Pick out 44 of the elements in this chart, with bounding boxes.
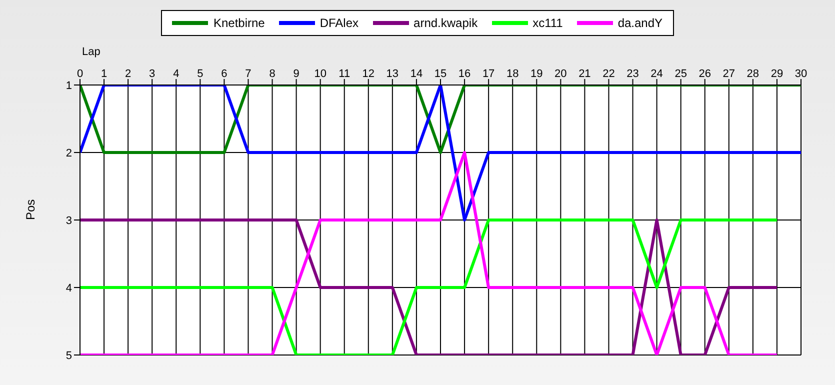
x-tick-label: 25 [674,68,687,80]
x-axis-title: Lap [82,46,100,58]
y-tick-label: 3 [66,214,72,227]
x-tick-label: 1 [100,68,108,80]
x-tick-label: 26 [698,68,711,80]
x-tick-label: 21 [578,68,591,80]
x-tick-label: 19 [530,68,543,80]
x-tick-label: 8 [269,68,276,80]
x-tick-label: 28 [746,68,760,80]
legend-label: xc111 [532,16,563,30]
x-tick-label: 24 [650,68,663,80]
y-axis-title: Pos [23,199,38,220]
line-series [80,151,778,355]
x-tick-label: 5 [197,68,204,80]
x-tick-label: 0 [76,68,84,80]
x-tick-label: 6 [221,68,228,80]
y-tick-label: 1 [66,80,72,92]
x-tick-label: 12 [362,68,375,80]
x-tick-label: 20 [554,68,567,80]
x-tick-label: 17 [482,68,495,80]
x-tick-label: 30 [794,68,808,80]
x-tick-label: 15 [434,68,447,80]
legend-label: DFAlex [320,16,359,30]
legend-label: arnd.kwapik [414,16,478,30]
x-tick-label: 2 [125,68,132,80]
x-tick-label: 23 [626,68,639,80]
x-tick-label: 18 [506,68,519,80]
x-tick-label: 22 [602,68,615,80]
x-tick-label: 27 [722,68,736,80]
x-tick-label: 14 [410,68,423,80]
x-tick-label: 7 [245,68,252,80]
x-tick-label: 9 [293,68,300,80]
x-tick-label: 11 [338,68,350,80]
y-tick-label: 5 [66,350,72,362]
x-tick-label: 4 [173,68,180,80]
x-tick-label: 29 [770,68,784,80]
x-tick-label: 3 [149,68,156,80]
legend-label: da.andY [618,16,663,30]
x-tick-label: 13 [386,68,399,80]
legend-label: Knetbirne [213,16,265,30]
x-tick-label: 10 [314,68,326,80]
y-tick-label: 2 [66,147,72,160]
x-tick-label: 16 [458,68,471,80]
y-tick-label: 4 [66,282,72,294]
